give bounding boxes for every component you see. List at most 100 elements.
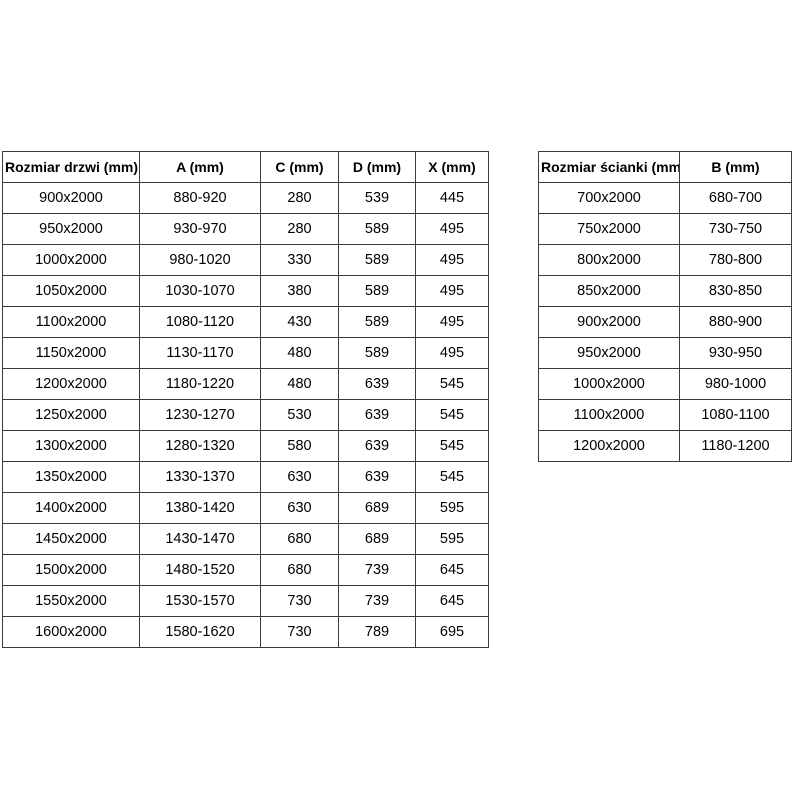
table-row: 1000x2000 980-1020 330 589 495 (2, 244, 489, 276)
table-cell: 539 (338, 182, 416, 214)
table-cell: 689 (338, 523, 416, 555)
table-cell: 1580-1620 (139, 616, 261, 648)
table-cell: 1200x2000 (2, 368, 140, 400)
table-cell: 639 (338, 461, 416, 493)
table-cell: 639 (338, 368, 416, 400)
door-sizes-table: Rozmiar drzwi (mm) A (mm) C (mm) D (mm) X (m… (2, 151, 489, 648)
table-cell: 730-750 (679, 213, 792, 245)
table-cell: 1050x2000 (2, 275, 140, 307)
table-cell: 1480-1520 (139, 554, 261, 586)
table-cell: 1200x2000 (538, 430, 680, 462)
table-row: 1300x2000 1280-1320 580 639 545 (2, 430, 489, 462)
table-row: 850x2000 830-850 (538, 275, 792, 307)
table-cell: 630 (260, 492, 339, 524)
table-cell: 589 (338, 275, 416, 307)
table-cell: 1450x2000 (2, 523, 140, 555)
table-cell: 495 (415, 337, 489, 369)
table-cell: 1030-1070 (139, 275, 261, 307)
table-cell: 930-950 (679, 337, 792, 369)
table-cell: 1550x2000 (2, 585, 140, 617)
table-cell: 589 (338, 337, 416, 369)
table-row: 1200x2000 1180-1200 (538, 430, 792, 462)
table-cell: 1180-1220 (139, 368, 261, 400)
table-cell: 1430-1470 (139, 523, 261, 555)
table-row: 1600x2000 1580-1620 730 789 695 (2, 616, 489, 648)
table-cell: 495 (415, 306, 489, 338)
table-cell: 495 (415, 275, 489, 307)
table-cell: 589 (338, 244, 416, 276)
column-header: Rozmiar ścianki (mm) (538, 151, 680, 183)
table-cell: 480 (260, 337, 339, 369)
column-header: A (mm) (139, 151, 261, 183)
table-cell: 1080-1120 (139, 306, 261, 338)
table-cell: 1380-1420 (139, 492, 261, 524)
table-cell: 545 (415, 461, 489, 493)
table-row: 1100x2000 1080-1120 430 589 495 (2, 306, 489, 338)
table-cell: 1250x2000 (2, 399, 140, 431)
wall-sizes-table: Rozmiar ścianki (mm) B (mm) 700x2000 680-70… (538, 151, 792, 462)
table-cell: 950x2000 (2, 213, 140, 245)
table-cell: 595 (415, 523, 489, 555)
table-row: 1150x2000 1130-1170 480 589 495 (2, 337, 489, 369)
table-cell: 545 (415, 368, 489, 400)
table-row: 1000x2000 980-1000 (538, 368, 792, 400)
table-cell: 380 (260, 275, 339, 307)
table-cell: 1230-1270 (139, 399, 261, 431)
table-row: 1200x2000 1180-1220 480 639 545 (2, 368, 489, 400)
table-cell: 1000x2000 (538, 368, 680, 400)
table-row: 1050x2000 1030-1070 380 589 495 (2, 275, 489, 307)
table-row: 1500x2000 1480-1520 680 739 645 (2, 554, 489, 586)
table-row: 900x2000 880-920 280 539 445 (2, 182, 489, 214)
table-cell: 980-1000 (679, 368, 792, 400)
table-cell: 645 (415, 585, 489, 617)
table-cell: 1080-1100 (679, 399, 792, 431)
table-cell: 850x2000 (538, 275, 680, 307)
table-cell: 639 (338, 399, 416, 431)
table-cell: 545 (415, 430, 489, 462)
table-cell: 789 (338, 616, 416, 648)
table-cell: 645 (415, 554, 489, 586)
table-cell: 700x2000 (538, 182, 680, 214)
table-cell: 1500x2000 (2, 554, 140, 586)
column-header: Rozmiar drzwi (mm) (2, 151, 140, 183)
table-cell: 1180-1200 (679, 430, 792, 462)
table-cell: 1530-1570 (139, 585, 261, 617)
table-row: 900x2000 880-900 (538, 306, 792, 338)
table-cell: 1400x2000 (2, 492, 140, 524)
table-cell: 1330-1370 (139, 461, 261, 493)
table-row: 950x2000 930-970 280 589 495 (2, 213, 489, 245)
table-cell: 1300x2000 (2, 430, 140, 462)
table-cell: 800x2000 (538, 244, 680, 276)
column-header: C (mm) (260, 151, 339, 183)
table-cell: 589 (338, 306, 416, 338)
table-row: 700x2000 680-700 (538, 182, 792, 214)
table-cell: 280 (260, 213, 339, 245)
table-cell: 1130-1170 (139, 337, 261, 369)
table-row: 1250x2000 1230-1270 530 639 545 (2, 399, 489, 431)
column-header: X (mm) (415, 151, 489, 183)
table-cell: 950x2000 (538, 337, 680, 369)
table-cell: 730 (260, 585, 339, 617)
table-row: 1450x2000 1430-1470 680 689 595 (2, 523, 489, 555)
table-cell: 830-850 (679, 275, 792, 307)
column-header: B (mm) (679, 151, 792, 183)
table-cell: 1600x2000 (2, 616, 140, 648)
table-cell: 695 (415, 616, 489, 648)
table-cell: 880-920 (139, 182, 261, 214)
table-cell: 930-970 (139, 213, 261, 245)
header-row: Rozmiar ścianki (mm) B (mm) (538, 151, 792, 183)
table-cell: 680 (260, 554, 339, 586)
table-cell: 589 (338, 213, 416, 245)
table-row: 1100x2000 1080-1100 (538, 399, 792, 431)
table-cell: 1150x2000 (2, 337, 140, 369)
table-cell: 430 (260, 306, 339, 338)
table-cell: 739 (338, 554, 416, 586)
table-cell: 445 (415, 182, 489, 214)
table-cell: 1100x2000 (2, 306, 140, 338)
table-cell: 680-700 (679, 182, 792, 214)
column-header: D (mm) (338, 151, 416, 183)
table-cell: 900x2000 (538, 306, 680, 338)
table-cell: 739 (338, 585, 416, 617)
table-row: 1350x2000 1330-1370 630 639 545 (2, 461, 489, 493)
